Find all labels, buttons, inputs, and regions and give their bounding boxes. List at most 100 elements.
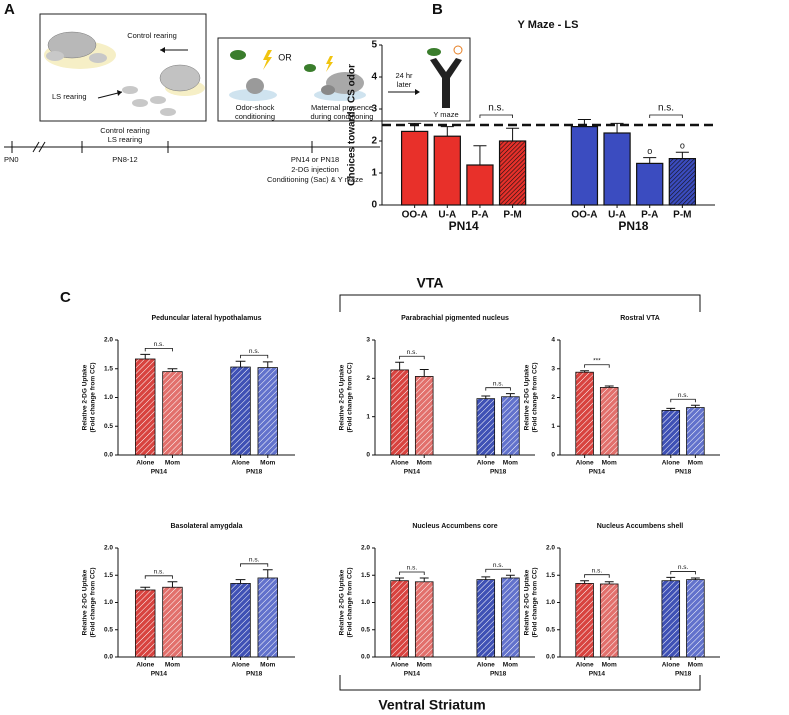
x-tick-label: Mom: [260, 460, 275, 467]
x-tick-label: Alone: [391, 460, 409, 467]
x-tick-label: Mom: [165, 662, 180, 669]
significance-label: n.s.: [493, 562, 504, 569]
timeline-label: Control rearing: [100, 126, 150, 135]
bar: [661, 580, 681, 658]
significance-bracket: [144, 347, 173, 352]
y-tick-label: 3: [371, 104, 377, 115]
x-tick-label: Mom: [503, 460, 518, 467]
bar: [230, 366, 251, 456]
diagram-text: OR: [278, 52, 292, 62]
error-bar: [505, 574, 515, 578]
significance-bracket: [584, 364, 610, 368]
x-tick-label: Alone: [136, 460, 154, 467]
conditioning-box: [217, 37, 471, 122]
diagram-text: Y maze: [433, 110, 458, 119]
significance-bracket: [144, 575, 173, 579]
significance-label: n.s.: [678, 392, 689, 399]
group-label: PN14: [404, 671, 421, 678]
group-label: PN18: [490, 469, 507, 476]
x-tick-label: P-M: [673, 210, 691, 221]
y-tick-label: 1: [551, 423, 555, 430]
x-tick-label: U-A: [608, 210, 626, 221]
chart-title: Y Maze - LS: [518, 19, 579, 31]
y-axis-label: Relative 2-DG Uptake: [339, 364, 346, 430]
y-tick-label: 0.5: [546, 626, 555, 633]
group-label: PN14: [449, 219, 479, 233]
y-tick-label: 0: [366, 452, 370, 459]
bar: [476, 398, 496, 456]
x-tick-label: Alone: [232, 460, 250, 467]
significance-bracket: [670, 398, 696, 403]
y-tick-label: 1.5: [361, 572, 370, 579]
timeline-label: PN14 or PN18: [291, 155, 339, 164]
error-bar: [481, 576, 491, 580]
bar: [400, 130, 429, 206]
significance-label: n.s.: [407, 565, 418, 572]
bar: [433, 135, 461, 206]
error-bar: [140, 586, 151, 590]
significance-label: n.s.: [493, 380, 504, 387]
error-bar: [235, 360, 246, 368]
x-tick-label: Alone: [576, 460, 594, 467]
error-bar: [481, 395, 491, 399]
diagram-text: Maternal presence: [311, 103, 373, 112]
y-tick-label: 2.0: [104, 545, 113, 552]
timeline-label: PN0: [4, 155, 19, 164]
x-tick-label: Mom: [688, 662, 703, 669]
bar: [603, 132, 631, 206]
y-tick-label: 2.0: [546, 545, 555, 552]
significance-label: n.s.: [154, 569, 165, 576]
error-bar: [580, 370, 590, 373]
error-bar: [140, 353, 151, 359]
significance-label: n.s.: [249, 348, 260, 355]
diagram-text: LS rearing: [52, 92, 87, 101]
x-tick-label: Mom: [165, 460, 180, 467]
y-axis-label: (Fold change from CC): [532, 567, 539, 637]
significance-bracket: [399, 571, 425, 575]
x-tick-label: U-A: [438, 210, 456, 221]
y-tick-label: 2: [366, 375, 370, 382]
x-tick-label: P-A: [641, 210, 658, 221]
y-tick-label: 0.0: [104, 654, 113, 661]
bar: [501, 577, 520, 658]
y-axis-label: Relative 2-DG Uptake: [524, 364, 531, 430]
y-tick-label: 4: [551, 337, 555, 344]
significance-bracket: [670, 571, 696, 575]
significance-bracket: [649, 114, 683, 118]
y-tick-label: 1.0: [546, 599, 555, 606]
diagram-text: during conditioning: [311, 112, 374, 121]
x-tick-label: Alone: [136, 662, 154, 669]
diagram-text: 24 hr: [395, 71, 413, 80]
bar: [162, 586, 183, 658]
bar: [661, 410, 681, 456]
y-axis-label: (Fold change from CC): [90, 362, 97, 432]
error-bar: [690, 404, 700, 408]
x-tick-label: Alone: [391, 662, 409, 669]
chart-title: Peduncular lateral hypothalamus: [151, 315, 261, 322]
y-axis-label: (Fold change from CC): [90, 567, 97, 637]
group-label: PN18: [675, 671, 692, 678]
chart-title: Parabrachial pigmented nucleus: [401, 315, 509, 322]
timeline: [4, 141, 380, 153]
y-tick-label: 2: [551, 394, 555, 401]
bar: [162, 371, 183, 456]
significance-bracket: [584, 574, 610, 578]
y-tick-label: 0.5: [361, 626, 370, 633]
x-tick-label: P-M: [503, 210, 521, 221]
y-tick-label: 3: [551, 365, 555, 372]
panel-label: C: [60, 289, 71, 306]
error-bar: [235, 579, 246, 584]
significance-label: n.s.: [678, 564, 689, 571]
error-bar: [604, 581, 614, 584]
group-label: PN14: [404, 469, 421, 476]
y-tick-label: 3: [366, 337, 370, 344]
error-bar: [666, 407, 676, 411]
y-tick-label: 1.5: [104, 365, 113, 372]
bar: [466, 164, 494, 206]
y-tick-label: 2.0: [104, 337, 113, 344]
error-bar: [505, 393, 515, 397]
group-label: PN14: [589, 469, 606, 476]
timeline-label: Conditioning (Sac) & Y maze: [267, 175, 363, 184]
region-label: Ventral Striatum: [378, 697, 485, 713]
bar: [135, 589, 156, 658]
